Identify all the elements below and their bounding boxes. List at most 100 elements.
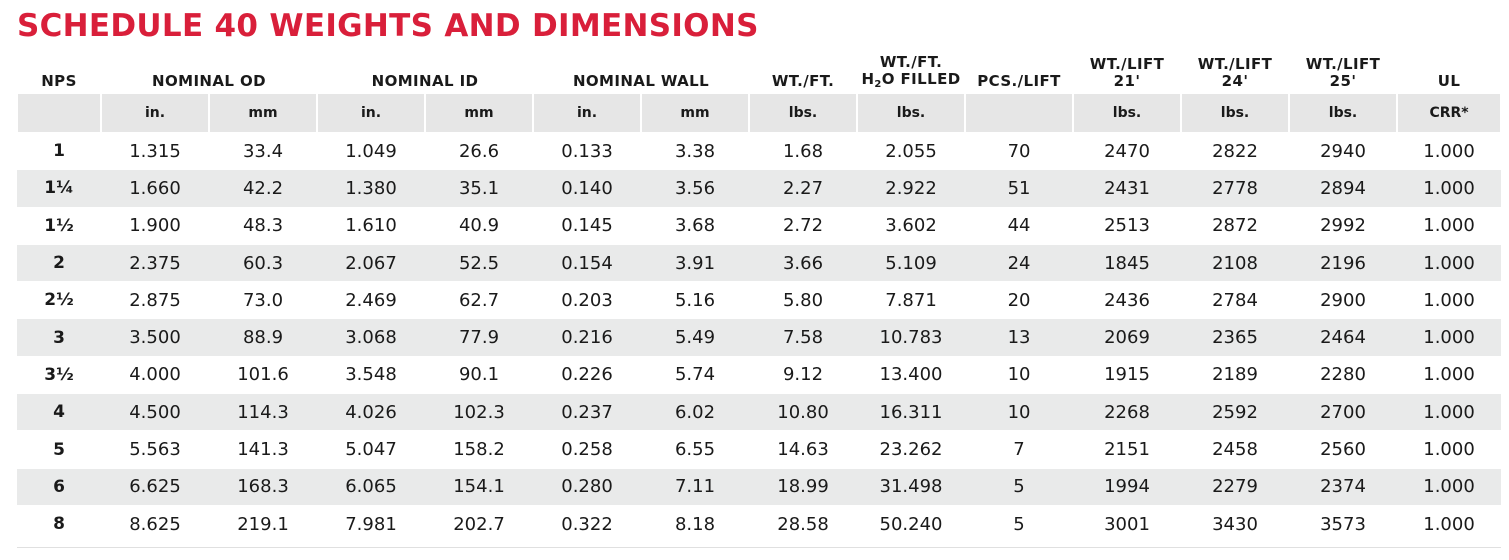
cell-ul: 1.000 xyxy=(1397,206,1502,244)
cell-wt-ft: 1.68 xyxy=(749,132,858,169)
cell-nps: 8 xyxy=(17,504,101,542)
table-row: 1¼ 1.660 42.2 1.380 35.1 0.140 3.56 2.27 2.922 51… xyxy=(17,169,1502,207)
cell-nps: 2½ xyxy=(17,281,101,318)
cell-wall-in: 0.133 xyxy=(533,132,642,169)
cell-od-mm: 168.3 xyxy=(209,467,317,505)
unit-id-in: in. xyxy=(317,94,425,132)
cell-ul: 1.000 xyxy=(1397,243,1502,282)
cell-wt-lift-24: 2279 xyxy=(1181,467,1290,505)
header-wt-lift-25-line1: WT./LIFT xyxy=(1305,55,1381,73)
cell-wall-mm: 3.91 xyxy=(641,243,750,282)
cell-id-in: 4.026 xyxy=(317,393,425,431)
cell-ul: 1.000 xyxy=(1397,504,1502,542)
cell-wt-lift-21: 1845 xyxy=(1073,243,1182,282)
header-nominal-wall: NOMINAL WALL xyxy=(572,72,710,90)
cell-wt-lift-21: 2151 xyxy=(1073,430,1182,467)
unit-ul: CRR* xyxy=(1397,94,1502,132)
table-row: 8 8.625 219.1 7.981 202.7 0.322 8.18 28.58 50.24… xyxy=(17,504,1502,542)
cell-od-mm: 114.3 xyxy=(209,393,317,431)
cell-od-mm: 141.3 xyxy=(209,430,317,467)
unit-wt-ft-water: lbs. xyxy=(857,94,966,132)
table-row: 1½ 1.900 48.3 1.610 40.9 0.145 3.68 2.72 3.602 44… xyxy=(17,206,1502,244)
unit-lift-21: lbs. xyxy=(1073,94,1182,132)
header-row: NPS NOMINAL OD NOMINAL ID NOMINAL WALL W… xyxy=(17,44,1501,94)
cell-nps: 3½ xyxy=(17,355,101,393)
cell-id-mm: 158.2 xyxy=(425,430,534,467)
cell-wt-lift-24: 2458 xyxy=(1181,430,1290,467)
header-nominal-od: NOMINAL OD xyxy=(152,72,266,90)
cell-od-mm: 88.9 xyxy=(209,318,317,356)
cell-wt-lift-25: 2900 xyxy=(1289,281,1398,318)
cell-ul: 1.000 xyxy=(1397,132,1502,169)
cell-ul: 1.000 xyxy=(1397,281,1502,318)
cell-wt-lift-21: 2470 xyxy=(1073,132,1182,169)
cell-wall-in: 0.203 xyxy=(533,281,642,318)
cell-nps: 3 xyxy=(17,318,101,356)
cell-pcs-lift: 51 xyxy=(965,169,1074,207)
header-wt-ft: WT./FT. xyxy=(771,72,835,90)
cell-wt-ft: 14.63 xyxy=(749,430,858,467)
cell-wall-in: 0.237 xyxy=(533,393,642,431)
cell-wt-lift-24: 2822 xyxy=(1181,132,1290,169)
cell-wt-ft: 3.66 xyxy=(749,243,858,282)
cell-od-in: 2.875 xyxy=(101,281,209,318)
header-wt-ft-water-line1: WT./FT. xyxy=(879,53,943,71)
cell-wt-ft: 2.72 xyxy=(749,206,858,244)
cell-id-mm: 40.9 xyxy=(425,206,534,244)
cell-wall-in: 0.140 xyxy=(533,169,642,207)
cell-wt-ft-water: 13.400 xyxy=(857,355,966,393)
cell-id-in: 2.067 xyxy=(317,243,425,282)
schedule-40-table: NPS NOMINAL OD NOMINAL ID NOMINAL WALL W… xyxy=(17,44,1502,542)
cell-id-in: 5.047 xyxy=(317,430,425,467)
cell-wt-lift-25: 2280 xyxy=(1289,355,1398,393)
cell-pcs-lift: 24 xyxy=(965,243,1074,282)
cell-od-in: 4.000 xyxy=(101,355,209,393)
cell-pcs-lift: 10 xyxy=(965,393,1074,431)
cell-id-in: 7.981 xyxy=(317,504,425,542)
cell-id-mm: 202.7 xyxy=(425,504,534,542)
units-row: in. mm in. mm in. mm lbs. lbs. lbs. lbs.… xyxy=(17,94,1502,132)
cell-id-in: 1.380 xyxy=(317,169,425,207)
cell-ul: 1.000 xyxy=(1397,169,1502,207)
cell-pcs-lift: 70 xyxy=(965,132,1074,169)
table-bottom-divider xyxy=(17,547,1501,548)
cell-wt-lift-24: 2778 xyxy=(1181,169,1290,207)
unit-lift-24: lbs. xyxy=(1181,94,1290,132)
cell-wt-lift-24: 2872 xyxy=(1181,206,1290,244)
cell-wall-mm: 3.56 xyxy=(641,169,750,207)
cell-id-in: 6.065 xyxy=(317,467,425,505)
cell-wall-in: 0.226 xyxy=(533,355,642,393)
cell-id-in: 2.469 xyxy=(317,281,425,318)
cell-wt-ft-water: 16.311 xyxy=(857,393,966,431)
cell-od-in: 4.500 xyxy=(101,393,209,431)
cell-nps: 2 xyxy=(17,243,101,282)
cell-wt-ft-water: 10.783 xyxy=(857,318,966,356)
cell-od-in: 5.563 xyxy=(101,430,209,467)
cell-wt-ft-water: 3.602 xyxy=(857,206,966,244)
cell-wall-in: 0.258 xyxy=(533,430,642,467)
cell-wt-lift-21: 2069 xyxy=(1073,318,1182,356)
table-body: 1 1.315 33.4 1.049 26.6 0.133 3.38 1.68 2.055 70 2… xyxy=(17,132,1502,542)
cell-pcs-lift: 10 xyxy=(965,355,1074,393)
cell-wt-lift-25: 3573 xyxy=(1289,504,1398,542)
cell-id-mm: 62.7 xyxy=(425,281,534,318)
cell-wall-mm: 6.02 xyxy=(641,393,750,431)
cell-od-in: 1.900 xyxy=(101,206,209,244)
header-nps: NPS xyxy=(41,72,77,90)
table-row: 4 4.500 114.3 4.026 102.3 0.237 6.02 10.80 16.31… xyxy=(17,393,1502,431)
cell-wall-in: 0.145 xyxy=(533,206,642,244)
header-wt-lift-25-line2: 25' xyxy=(1329,72,1357,90)
cell-wt-lift-21: 1915 xyxy=(1073,355,1182,393)
cell-od-mm: 60.3 xyxy=(209,243,317,282)
cell-wall-in: 0.322 xyxy=(533,504,642,542)
cell-od-in: 3.500 xyxy=(101,318,209,356)
cell-ul: 1.000 xyxy=(1397,355,1502,393)
cell-id-mm: 52.5 xyxy=(425,243,534,282)
cell-wall-in: 0.216 xyxy=(533,318,642,356)
header-wt-lift-21-line2: 21' xyxy=(1113,72,1141,90)
cell-wall-mm: 5.49 xyxy=(641,318,750,356)
header-wt-lift-21-line1: WT./LIFT xyxy=(1089,55,1165,73)
cell-wall-mm: 3.68 xyxy=(641,206,750,244)
cell-wt-ft-water: 2.055 xyxy=(857,132,966,169)
header-pcs-lift: PCS./LIFT xyxy=(977,72,1061,90)
